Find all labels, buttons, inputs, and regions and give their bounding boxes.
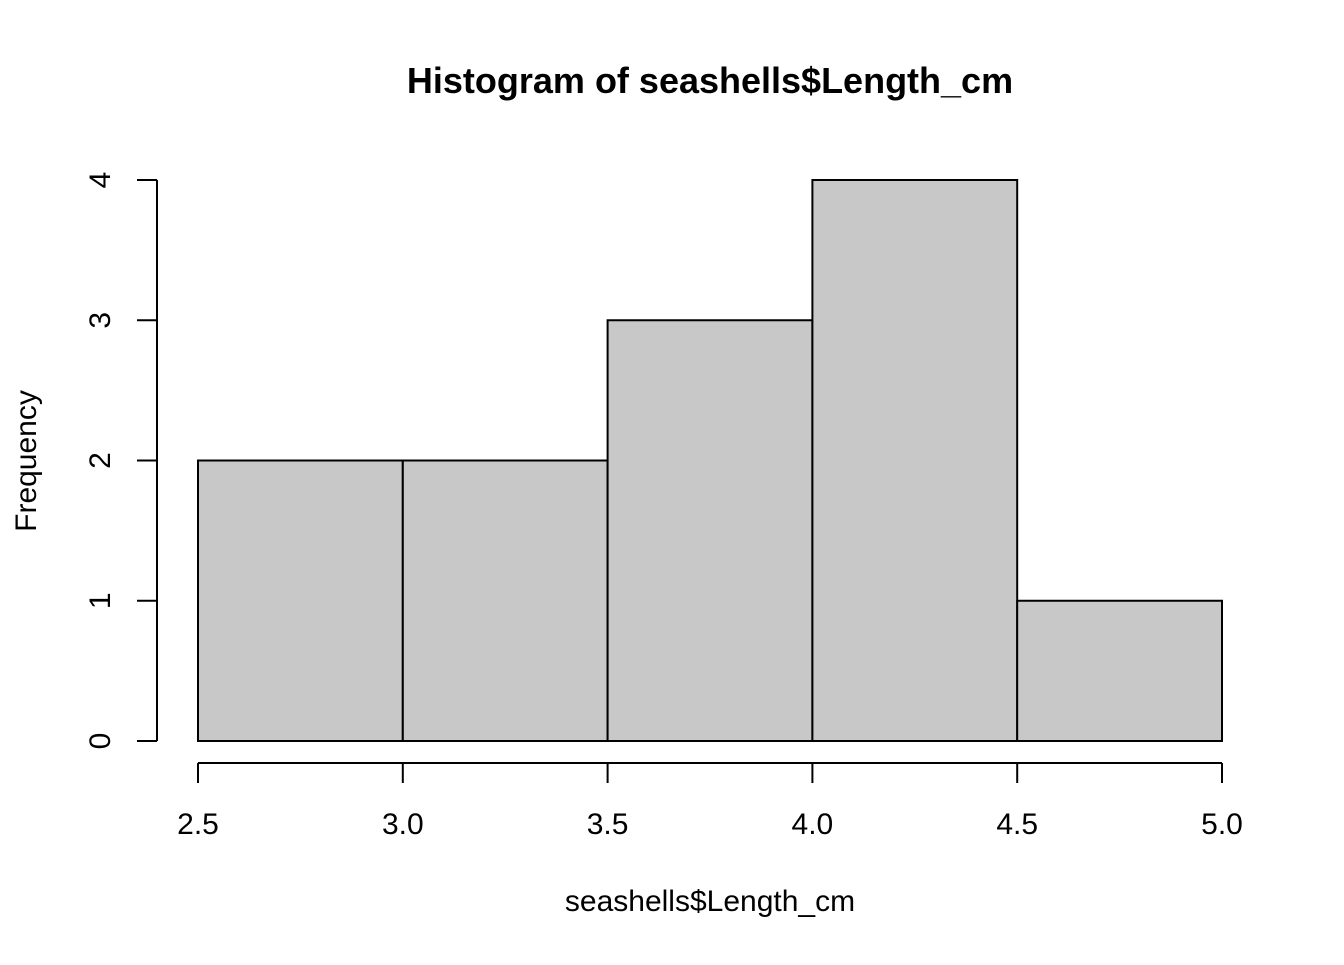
- histogram-bar: [811, 179, 1019, 742]
- x-tick-label: 3.5: [587, 808, 629, 841]
- x-tick-label: 4.5: [996, 808, 1038, 841]
- y-tick-label: 2: [84, 452, 117, 469]
- y-axis: 0 1 2 3 4: [84, 172, 158, 750]
- bars-layer: [197, 179, 1224, 742]
- chart-title: Histogram of seashells$Length_cm: [407, 60, 1013, 101]
- y-tick-label: 1: [84, 592, 117, 609]
- histogram-bar: [197, 459, 404, 742]
- x-axis: 2.5 3.0 3.5 4.0 4.5 5.0: [177, 762, 1243, 841]
- histogram-bar: [401, 459, 609, 742]
- x-tick-label: 4.0: [792, 808, 834, 841]
- y-tick-label: 4: [84, 172, 117, 189]
- x-tick-label: 5.0: [1201, 808, 1243, 841]
- x-tick-label: 2.5: [177, 808, 219, 841]
- x-axis-label: seashells$Length_cm: [565, 885, 855, 918]
- y-tick-label: 3: [84, 312, 117, 329]
- histogram-bar: [606, 319, 814, 742]
- x-tick-label: 3.0: [382, 808, 424, 841]
- y-tick-label: 0: [84, 733, 117, 750]
- histogram-bar: [1016, 599, 1224, 742]
- y-axis-label: Frequency: [10, 390, 43, 532]
